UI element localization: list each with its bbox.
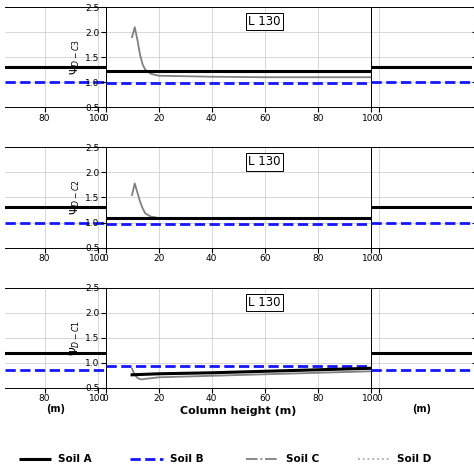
Y-axis label: $\Psi_{D-C3}$: $\Psi_{D-C3}$	[68, 39, 82, 75]
Text: Soil B: Soil B	[170, 454, 203, 464]
Text: Soil D: Soil D	[397, 454, 431, 464]
Y-axis label: $\Psi_{D-C1}$: $\Psi_{D-C1}$	[68, 319, 82, 356]
Text: L 130: L 130	[248, 15, 281, 28]
Text: L 130: L 130	[248, 296, 281, 309]
Text: L 130: L 130	[248, 155, 281, 168]
Text: Soil A: Soil A	[58, 454, 92, 464]
X-axis label: (m): (m)	[412, 404, 431, 414]
X-axis label: Column height (m): Column height (m)	[180, 406, 296, 416]
X-axis label: (m): (m)	[46, 404, 64, 414]
Y-axis label: $\Psi_{D-C2}$: $\Psi_{D-C2}$	[68, 180, 82, 216]
Text: Soil C: Soil C	[286, 454, 319, 464]
